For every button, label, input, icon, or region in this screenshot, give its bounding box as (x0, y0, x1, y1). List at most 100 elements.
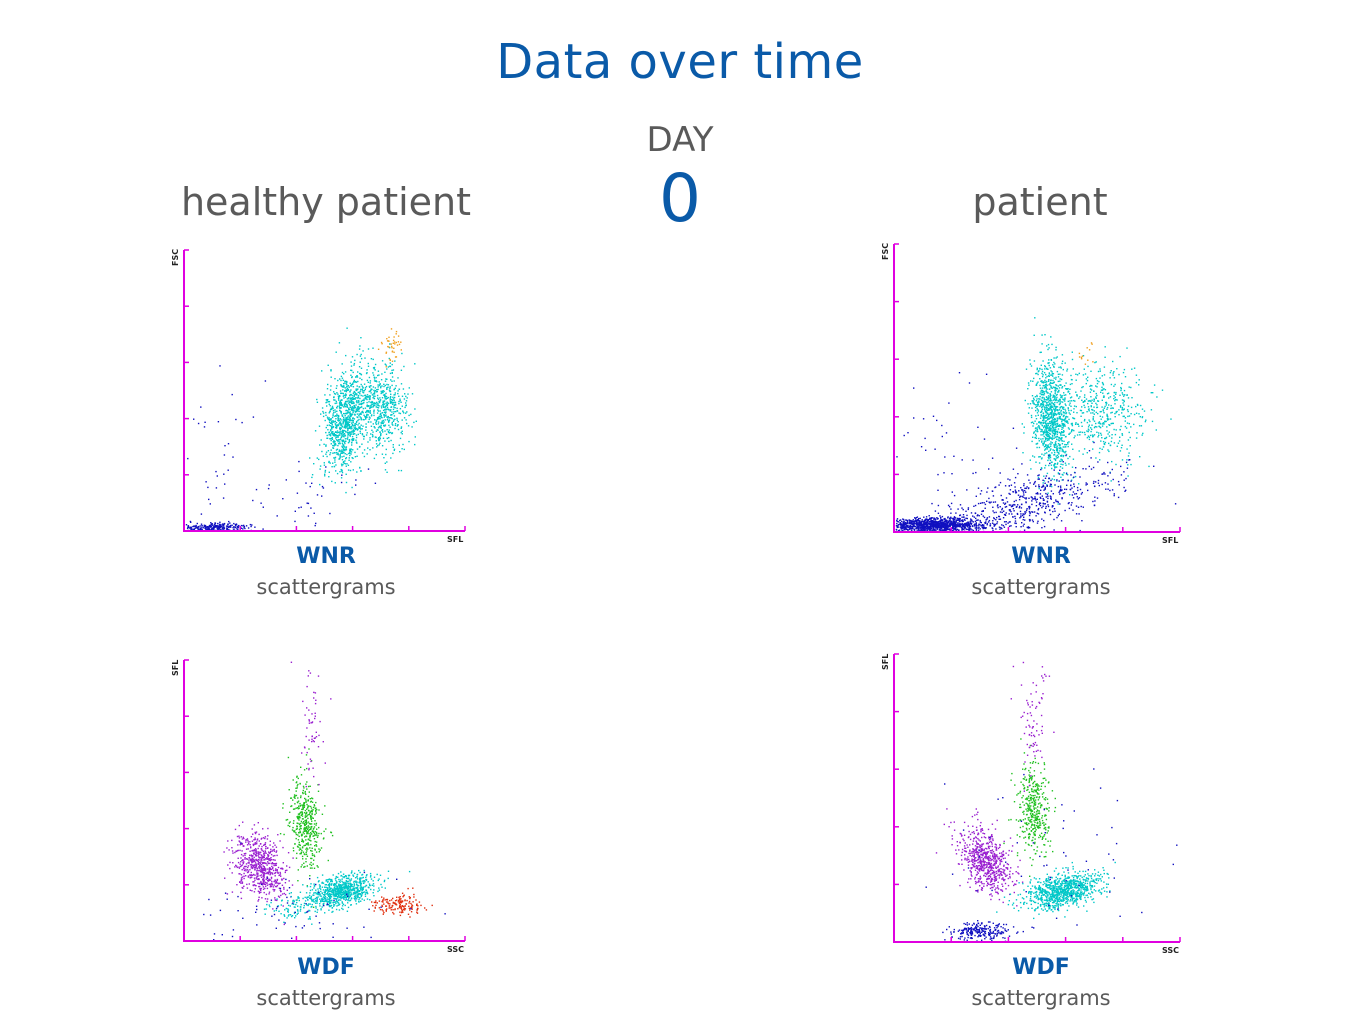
scatter-point (952, 530, 955, 532)
scatter-point (1062, 449, 1064, 451)
scatter-point (1036, 368, 1038, 371)
scatter-point (360, 353, 362, 356)
scatter-point (1105, 420, 1107, 423)
scatter-point (393, 341, 396, 343)
scatter-point (397, 424, 399, 426)
scatter-point (1053, 454, 1055, 456)
scatter-point (377, 409, 379, 411)
scatter-point (391, 380, 393, 382)
scatter-point (1062, 398, 1064, 400)
scatter-point (1000, 527, 1002, 529)
scatter-point (1055, 357, 1057, 359)
scatter-point (1056, 516, 1058, 519)
scatter-point (998, 518, 1000, 520)
scatter-point (370, 389, 372, 392)
scatter-point (1073, 429, 1075, 432)
scatter-point (1043, 446, 1046, 448)
scatter-point (1040, 468, 1042, 471)
scatter-point (977, 487, 980, 489)
scatter-point (337, 454, 340, 456)
scatter-point (982, 526, 985, 528)
scatter-point (1058, 417, 1060, 420)
scatter-point (197, 527, 199, 529)
scatter-point (1060, 378, 1063, 381)
scatter-point (1139, 416, 1141, 418)
wnr-healthy-ylabel: FSC (171, 249, 180, 266)
scatter-point (937, 504, 940, 507)
scatter-point (384, 415, 386, 417)
scatter-point (1001, 499, 1003, 501)
scatter-point (381, 421, 383, 423)
scatter-point (1041, 391, 1043, 394)
scatter-point (357, 396, 359, 398)
scatter-point (354, 456, 357, 458)
scatter-point (1060, 405, 1063, 408)
scatter-point (1109, 418, 1112, 420)
scatter-point (356, 385, 358, 387)
scatter-point (975, 517, 977, 520)
scatter-point (1042, 416, 1044, 418)
scatter-point (903, 434, 905, 437)
scatter-point (956, 519, 959, 521)
scatter-point (944, 528, 946, 530)
scatter-point (1090, 405, 1092, 407)
scatter-point (1046, 435, 1049, 438)
scatter-point (1051, 452, 1053, 454)
scatter-point (209, 503, 211, 505)
scatter-point (1055, 428, 1057, 431)
scatter-point (275, 869, 277, 872)
scatter-point (1073, 417, 1075, 420)
scatter-point (1065, 473, 1068, 475)
scatter-point (1110, 422, 1112, 425)
scatter-point (359, 403, 361, 405)
scatter-point (1104, 346, 1106, 348)
scatter-point (313, 463, 315, 465)
scatter-point (1048, 359, 1050, 361)
scatter-point (1040, 351, 1042, 353)
scatter-point (1041, 441, 1043, 443)
scatter-point (352, 401, 355, 403)
scatter-point (1023, 483, 1025, 485)
scatter-point (329, 405, 331, 407)
scatter-point (360, 419, 363, 421)
scatter-point (1069, 455, 1071, 458)
scatter-point (371, 394, 374, 396)
scatter-point (950, 502, 953, 505)
scatter-point (229, 526, 231, 528)
scatter-point (1029, 363, 1032, 365)
scatter-point (354, 433, 356, 435)
scatter-point (954, 525, 956, 528)
scatter-point (330, 437, 333, 440)
scatter-point (1046, 419, 1049, 421)
scatter-point (1032, 511, 1034, 513)
scatter-point (1126, 347, 1128, 349)
scatter-point (1060, 409, 1062, 412)
scatter-point (955, 520, 957, 522)
scatter-point (348, 386, 350, 388)
scatter-point (926, 520, 928, 522)
scatter-point (1054, 363, 1056, 365)
scatter-point (1130, 426, 1132, 428)
scatter-point (1043, 431, 1045, 433)
scatter-point (1040, 414, 1042, 416)
scatter-point (983, 527, 985, 529)
scatter-point (1049, 421, 1051, 423)
scatter-point (276, 879, 278, 881)
scatter-point (280, 875, 282, 877)
scatter-point (385, 448, 387, 451)
scatter-point (1041, 506, 1043, 509)
scatter-point (1049, 433, 1052, 435)
scatter-point (948, 402, 950, 404)
scatter-point (929, 518, 932, 520)
scatter-point (381, 390, 384, 392)
scatter-point (1035, 400, 1038, 402)
scatter-point (1077, 423, 1079, 425)
scatter-point (282, 498, 284, 500)
scatter-point (201, 525, 203, 527)
scatter-point (1121, 392, 1123, 394)
scatter-point (918, 523, 920, 526)
scatter-point (309, 485, 311, 488)
scatter-point (1128, 386, 1130, 388)
scatter-point (381, 420, 383, 422)
scatter-point (390, 406, 392, 408)
